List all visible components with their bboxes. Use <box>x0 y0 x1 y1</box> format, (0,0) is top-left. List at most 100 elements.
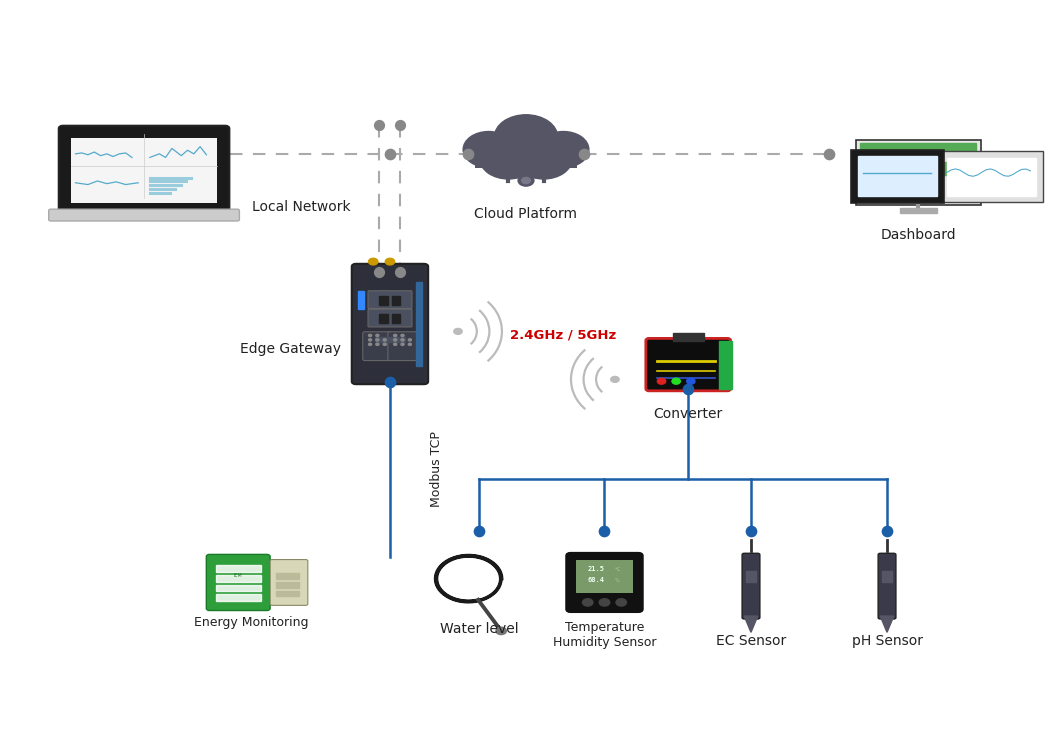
Bar <box>216 594 261 601</box>
Circle shape <box>672 378 681 384</box>
FancyBboxPatch shape <box>72 138 217 202</box>
FancyBboxPatch shape <box>646 339 730 391</box>
Text: ℃: ℃ <box>614 567 620 571</box>
FancyBboxPatch shape <box>878 554 896 619</box>
Text: Cloud Platform: Cloud Platform <box>474 208 578 221</box>
Polygon shape <box>744 616 757 632</box>
Text: 68.4: 68.4 <box>587 577 604 583</box>
Bar <box>746 571 755 583</box>
Bar <box>376 336 405 342</box>
Circle shape <box>401 343 404 345</box>
Bar <box>358 291 364 310</box>
Point <box>392 266 409 278</box>
Bar <box>277 582 300 588</box>
Bar <box>942 162 951 175</box>
FancyBboxPatch shape <box>48 209 240 221</box>
Circle shape <box>393 334 397 336</box>
FancyBboxPatch shape <box>368 291 412 309</box>
Circle shape <box>368 339 371 341</box>
Text: EC Sensor: EC Sensor <box>715 634 786 648</box>
Text: Edge Gateway: Edge Gateway <box>240 342 341 356</box>
Bar <box>277 573 300 579</box>
Circle shape <box>480 138 537 179</box>
Bar <box>416 281 422 367</box>
Wedge shape <box>869 161 897 179</box>
Text: Water level: Water level <box>440 621 519 635</box>
Bar <box>277 591 300 597</box>
Bar <box>917 167 926 175</box>
Polygon shape <box>881 616 894 632</box>
Text: pH Sensor: pH Sensor <box>851 634 923 648</box>
Circle shape <box>463 132 514 167</box>
Circle shape <box>368 334 371 336</box>
FancyBboxPatch shape <box>59 126 229 217</box>
FancyBboxPatch shape <box>368 310 412 327</box>
Point <box>371 119 388 131</box>
Bar <box>392 296 401 305</box>
Circle shape <box>658 378 666 384</box>
FancyBboxPatch shape <box>270 559 308 606</box>
Circle shape <box>383 343 386 345</box>
Circle shape <box>538 132 589 167</box>
FancyBboxPatch shape <box>742 554 760 619</box>
Bar <box>216 575 261 582</box>
Circle shape <box>368 343 371 345</box>
Point <box>680 383 696 395</box>
Bar <box>216 565 261 572</box>
Bar <box>930 164 938 175</box>
Point <box>460 148 477 160</box>
Circle shape <box>522 177 530 184</box>
Point <box>743 525 760 536</box>
Circle shape <box>408 343 411 345</box>
Text: Converter: Converter <box>653 408 723 421</box>
Circle shape <box>453 328 462 334</box>
Bar <box>216 585 261 591</box>
FancyBboxPatch shape <box>566 553 643 612</box>
Point <box>382 148 399 160</box>
Bar <box>380 315 388 323</box>
Text: 2.4GHz / 5GHz: 2.4GHz / 5GHz <box>510 329 616 341</box>
Text: 21.5: 21.5 <box>587 566 604 572</box>
Point <box>470 525 487 536</box>
Bar <box>380 296 388 305</box>
Circle shape <box>515 138 572 179</box>
Bar <box>905 169 914 175</box>
Text: iEM: iEM <box>234 573 243 577</box>
FancyBboxPatch shape <box>206 554 270 611</box>
Circle shape <box>376 343 379 345</box>
Circle shape <box>376 339 379 341</box>
FancyBboxPatch shape <box>363 332 392 361</box>
Bar <box>861 143 976 152</box>
Bar <box>883 571 892 583</box>
Circle shape <box>393 339 397 341</box>
Bar <box>954 160 963 175</box>
Point <box>575 148 592 160</box>
FancyBboxPatch shape <box>351 264 428 384</box>
Text: Local Network: Local Network <box>251 200 350 214</box>
Point <box>371 266 388 278</box>
FancyBboxPatch shape <box>575 560 633 593</box>
Circle shape <box>385 258 394 265</box>
Point <box>821 148 837 160</box>
Text: Modbus TCP: Modbus TCP <box>429 432 443 507</box>
Bar <box>858 156 936 196</box>
FancyBboxPatch shape <box>851 150 944 203</box>
Wedge shape <box>874 171 897 182</box>
Text: Energy Monitoring: Energy Monitoring <box>194 616 308 629</box>
Text: Dashboard: Dashboard <box>881 228 956 242</box>
Circle shape <box>401 334 404 336</box>
FancyBboxPatch shape <box>856 140 980 205</box>
Circle shape <box>368 258 378 265</box>
Circle shape <box>376 334 379 336</box>
FancyBboxPatch shape <box>476 154 576 168</box>
Circle shape <box>616 599 626 606</box>
Circle shape <box>401 339 404 341</box>
Circle shape <box>494 115 558 159</box>
Bar <box>720 341 731 388</box>
Circle shape <box>393 343 397 345</box>
Point <box>392 119 409 131</box>
Text: %: % <box>614 578 620 583</box>
Circle shape <box>383 339 386 341</box>
Circle shape <box>600 599 610 606</box>
Circle shape <box>611 376 620 382</box>
